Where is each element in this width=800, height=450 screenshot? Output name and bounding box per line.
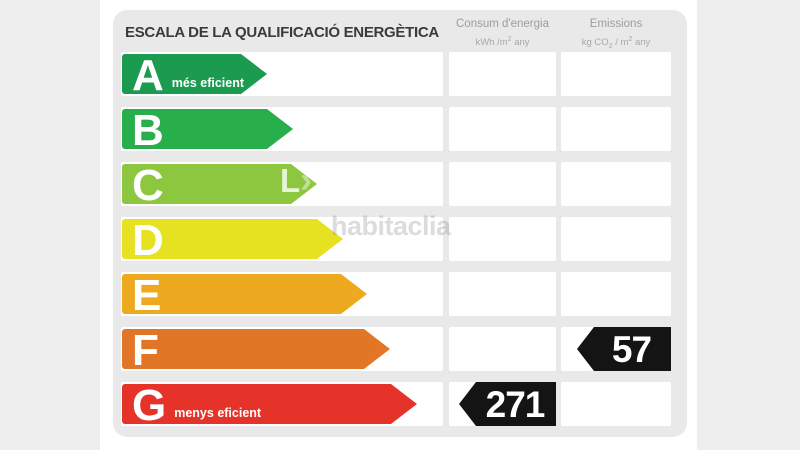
consum-value-arrow: 271 [459, 382, 556, 426]
consum-cell [449, 162, 556, 206]
grade-letter: G [132, 381, 166, 430]
rating-bar-arrow: A més eficient [122, 54, 267, 94]
rating-bar-arrow: F [122, 329, 390, 369]
rating-bar-arrow: C [122, 164, 317, 204]
consum-column-header: Consum d'energia kWh /m2 any [449, 18, 556, 48]
emissions-cell: 57 [561, 327, 671, 371]
rating-bar-cell: C [121, 162, 443, 206]
emissions-header-title: Emissions [589, 18, 643, 30]
rating-row-e: E [121, 272, 671, 316]
emissions-cell [561, 272, 671, 316]
energy-rating-panel: ESCALA DE LA QUALIFICACIÓ ENERGÈTICA Con… [113, 10, 687, 437]
rating-row-g: G menys eficient 271 [121, 382, 671, 426]
rating-bar-arrow: B [122, 109, 293, 149]
consum-cell [449, 272, 556, 316]
consum-header-unit: kWh /m2 any [475, 36, 530, 49]
emissions-column-header: Emissions kg CO2 / m2 any [561, 18, 671, 52]
grade-letter: F [132, 326, 158, 375]
rating-bar-arrow: E [122, 274, 367, 314]
rating-bar-cell: A més eficient [121, 52, 443, 96]
rating-row-d: D [121, 217, 671, 261]
grade-letter: B [132, 106, 163, 155]
rating-row-a: A més eficient [121, 52, 671, 96]
rating-bar-cell: D [121, 217, 443, 261]
emissions-cell [561, 162, 671, 206]
rating-bar-cell: F [121, 327, 443, 371]
rating-bar-cell: G menys eficient [121, 382, 443, 426]
emissions-cell [561, 52, 671, 96]
grade-letter: E [132, 271, 161, 320]
consum-header-title: Consum d'energia [456, 18, 549, 30]
emissions-cell [561, 107, 671, 151]
certificate-image: ESCALA DE LA QUALIFICACIÓ ENERGÈTICA Con… [100, 0, 697, 450]
emissions-cell [561, 217, 671, 261]
grade-label: menys eficient [174, 406, 262, 420]
rating-bar-arrow: G menys eficient [122, 384, 417, 424]
grade-label: més eficient [171, 76, 245, 90]
rating-bar-arrow: D [122, 219, 343, 259]
consum-cell: 271 [449, 382, 556, 426]
rating-row-b: B [121, 107, 671, 151]
rating-row-f: F 57 [121, 327, 671, 371]
consum-cell [449, 107, 556, 151]
consum-cell [449, 217, 556, 261]
emissions-value-arrow: 57 [577, 327, 671, 371]
grade-letter: C [132, 161, 163, 210]
emissions-header-unit: kg CO2 / m2 any [581, 36, 651, 51]
rating-row-c: C [121, 162, 671, 206]
scale-title: ESCALA DE LA QUALIFICACIÓ ENERGÈTICA [125, 24, 439, 41]
rating-bar-cell: E [121, 272, 443, 316]
rating-rows: A més eficient B [121, 52, 671, 437]
rating-bar-cell: B [121, 107, 443, 151]
grade-letter: A [132, 51, 163, 100]
grade-letter: D [132, 216, 163, 265]
consum-cell [449, 52, 556, 96]
emissions-cell [561, 382, 671, 426]
consum-cell [449, 327, 556, 371]
